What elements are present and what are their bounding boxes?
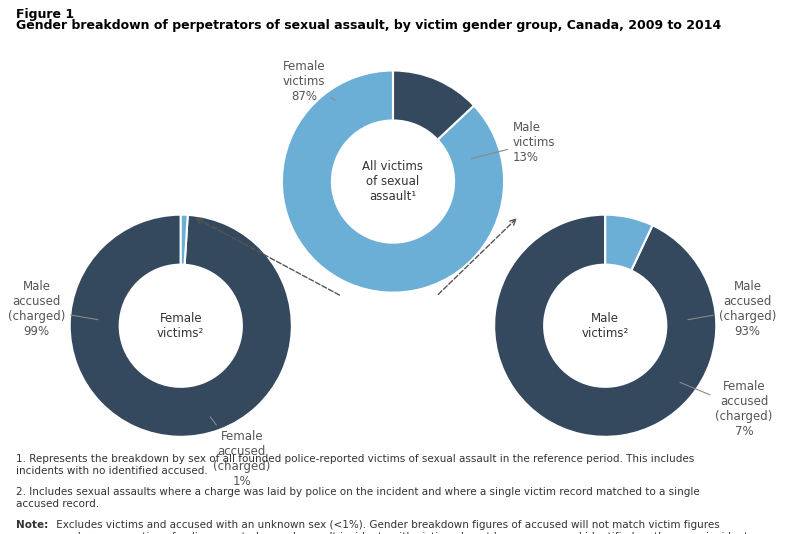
Text: 1. Represents the breakdown by sex of all founded police-reported victims of sex: 1. Represents the breakdown by sex of al…	[16, 454, 694, 475]
Wedge shape	[70, 215, 292, 437]
Text: Note:: Note:	[16, 520, 48, 530]
Text: All victims
of sexual
assault¹: All victims of sexual assault¹	[362, 160, 424, 203]
Text: Female
accused
(charged)
1%: Female accused (charged) 1%	[210, 417, 270, 488]
Text: Excludes victims and accused with an unknown sex (<1%). Gender breakdown figures: Excludes victims and accused with an unk…	[53, 520, 752, 534]
Text: Gender breakdown of perpetrators of sexual assault, by victim gender group, Cana: Gender breakdown of perpetrators of sexu…	[16, 19, 721, 32]
Text: Male
victims²: Male victims²	[582, 312, 629, 340]
Text: Female
victims²: Female victims²	[157, 312, 204, 340]
Wedge shape	[605, 215, 652, 270]
Text: Figure 1: Figure 1	[16, 8, 74, 21]
Text: Female
victims
87%: Female victims 87%	[283, 60, 335, 103]
Text: Female
accused
(charged)
7%: Female accused (charged) 7%	[680, 380, 773, 438]
Wedge shape	[393, 70, 474, 140]
Wedge shape	[282, 70, 504, 293]
Text: 2. Includes sexual assaults where a charge was laid by police on the incident an: 2. Includes sexual assaults where a char…	[16, 487, 700, 508]
Wedge shape	[181, 215, 188, 265]
Text: Male
accused
(charged)
93%: Male accused (charged) 93%	[688, 280, 776, 338]
Text: Male
victims
13%: Male victims 13%	[472, 121, 556, 164]
Wedge shape	[494, 215, 716, 437]
Text: Male
accused
(charged)
99%: Male accused (charged) 99%	[8, 280, 98, 338]
